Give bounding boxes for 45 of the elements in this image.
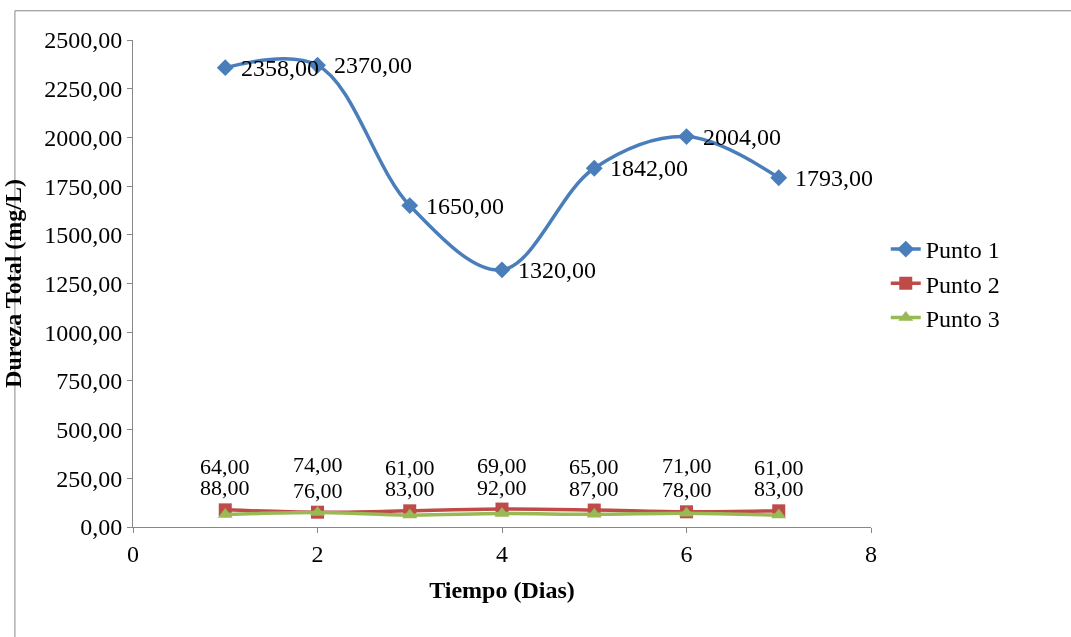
- data-label: 92,00: [477, 475, 527, 500]
- data-label: 2004,00: [703, 124, 781, 150]
- data-label: 61,00: [754, 455, 804, 480]
- legend-label: Punto 1: [925, 237, 1000, 264]
- data-label: 78,00: [662, 477, 712, 502]
- point: [216, 59, 234, 77]
- legend-label: Punto 2: [925, 271, 1000, 298]
- y-tick-label: 750,00: [56, 368, 123, 395]
- y-tick-label: 500,00: [56, 417, 123, 443]
- y-tick-label: 0,00: [80, 514, 123, 541]
- y-tick-label: 1500,00: [44, 222, 123, 249]
- data-label: 76,00: [293, 478, 343, 503]
- data-label: 1793,00: [795, 165, 873, 191]
- point: [401, 197, 419, 215]
- data-label: 64,00: [200, 454, 250, 479]
- data-label: 65,00: [569, 454, 619, 479]
- data-label: 71,00: [662, 453, 712, 478]
- data-label: 74,00: [293, 452, 343, 477]
- point: [493, 261, 511, 279]
- data-label: 1320,00: [518, 257, 596, 283]
- y-tick-label: 1750,00: [44, 173, 123, 200]
- point: [585, 159, 603, 177]
- y-tick-label: 2500,00: [44, 27, 123, 54]
- data-label: 69,00: [477, 453, 527, 478]
- data-label: 61,00: [385, 455, 435, 480]
- y-tick-label: 1000,00: [44, 319, 123, 346]
- x-tick-label: 4: [496, 540, 508, 567]
- data-label: 87,00: [569, 476, 619, 501]
- y-tick-label: 2250,00: [44, 76, 123, 103]
- x-tick-label: 6: [680, 540, 693, 567]
- x-tick-label: 0: [127, 540, 139, 567]
- data-label: 1650,00: [426, 193, 504, 219]
- y-tick-label: 2000,00: [44, 124, 123, 151]
- y-tick-label: 250,00: [56, 465, 123, 492]
- x-tick-label: 2: [311, 540, 324, 567]
- y-axis-title: Dureza Total (mg/L): [0, 179, 27, 388]
- data-label: 2370,00: [334, 52, 412, 78]
- legend-label: Punto 3: [925, 305, 1000, 332]
- x-axis-title: Tiempo (Dias): [429, 577, 575, 604]
- x-tick-label: 8: [865, 540, 877, 567]
- y-tick-label: 1250,00: [44, 270, 123, 297]
- data-label: 2358,00: [241, 55, 319, 81]
- data-label: 1842,00: [610, 155, 688, 181]
- point: [678, 128, 695, 146]
- point: [770, 169, 788, 187]
